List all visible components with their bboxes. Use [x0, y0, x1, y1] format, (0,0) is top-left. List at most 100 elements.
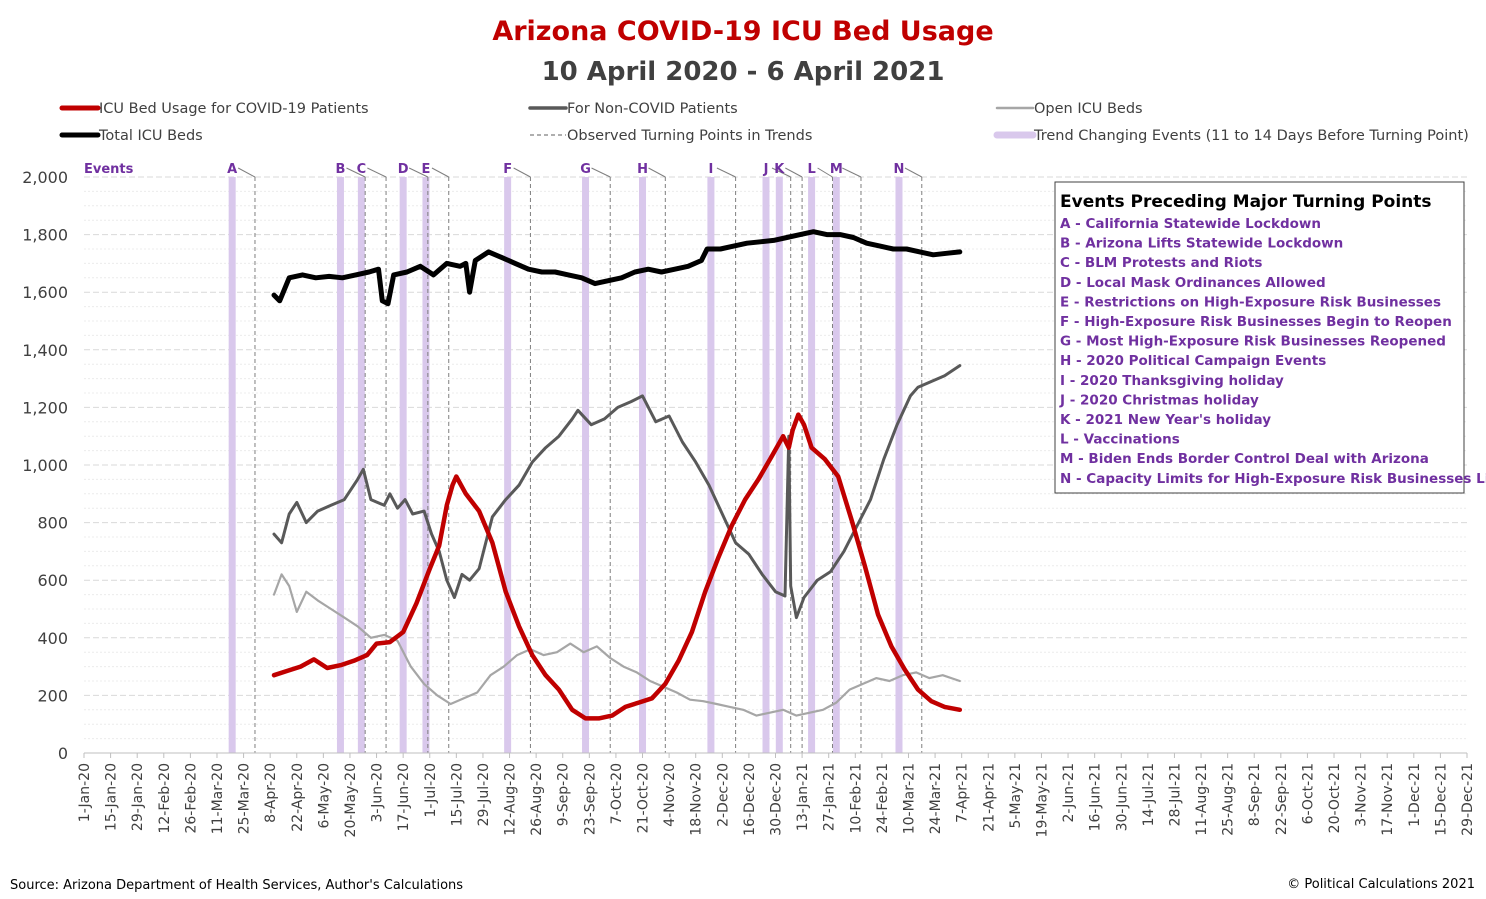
x-tick-label: 11-Aug-21	[1194, 763, 1210, 836]
event-connector	[842, 167, 862, 178]
event-connector	[513, 167, 531, 178]
series-line-0	[271, 412, 963, 721]
source-note: Source: Arizona Department of Health Ser…	[10, 878, 463, 893]
x-tick-label: 12-Aug-20	[503, 763, 519, 836]
event-letter: M	[830, 162, 843, 177]
events-key-item: D - Local Mask Ordinances Allowed	[1060, 275, 1326, 291]
event-connector	[408, 167, 429, 178]
event-band	[422, 177, 430, 753]
y-tick-label: 1,800	[22, 226, 68, 245]
x-tick-labels: 1-Jan-20 15-Jan-20 29-Jan-20 12-Feb-20 26-Fe…	[77, 763, 1476, 837]
events-key-item: C - BLM Protests and Riots	[1060, 255, 1262, 271]
x-tick-label: 20-May-20	[343, 763, 359, 837]
x-tick-label: 28-Jul-21	[1167, 763, 1183, 826]
event-band	[357, 177, 365, 753]
events-key-item: N - Capacity Limits for High-Exposure Ri…	[1060, 471, 1486, 487]
events-key-item: I - 2020 Thanksgiving holiday	[1060, 373, 1284, 389]
x-tick-label: 12-Feb-20	[157, 763, 173, 834]
x-tick-label: 23-Sep-20	[582, 763, 598, 835]
x-tick-label: 3-Jun-20	[370, 763, 386, 822]
event-connector	[817, 167, 833, 178]
event-band	[504, 177, 512, 753]
x-tick-label: 9-Sep-20	[556, 763, 572, 826]
event-letter: K	[774, 162, 785, 177]
y-tick-label: 600	[37, 571, 68, 590]
event-connector	[367, 167, 387, 178]
series-lines	[271, 229, 963, 721]
event-letter: D	[398, 162, 409, 177]
x-tick-label: 8-Apr-20	[263, 763, 279, 823]
event-bands	[228, 177, 903, 753]
x-tick-label: 7-Apr-21	[955, 763, 971, 823]
series-line-1	[272, 364, 962, 620]
events-key-item: H - 2020 Political Campaign Events	[1060, 353, 1326, 369]
axes	[83, 752, 1468, 758]
y-tick-label: 800	[37, 514, 68, 533]
series-line-3	[271, 229, 963, 307]
x-tick-label: 16-Jun-21	[1088, 763, 1104, 831]
event-letter: G	[580, 162, 591, 177]
event-connector	[904, 167, 923, 178]
legend-label-0: ICU Bed Usage for COVID-19 Patients	[99, 101, 369, 117]
x-tick-label: 4-Nov-20	[662, 763, 678, 827]
chart-title: Arizona COVID-19 ICU Bed Usage	[492, 16, 993, 47]
event-connector	[591, 167, 611, 178]
event-connector	[346, 167, 366, 178]
copyright-note: © Political Calculations 2021	[1287, 877, 1475, 892]
x-tick-label: 22-Sep-21	[1274, 763, 1290, 835]
y-tick-label: 1,200	[22, 398, 68, 417]
x-tick-label: 25-Aug-21	[1221, 763, 1237, 836]
turning-point-lines	[237, 167, 923, 753]
series-line-2	[272, 573, 961, 717]
event-letter: A	[227, 162, 237, 177]
y-tick-label: 2,000	[22, 168, 68, 187]
event-connector	[771, 167, 791, 178]
y-tick-label: 0	[58, 744, 68, 763]
x-tick-label: 11-Mar-20	[210, 763, 226, 834]
x-tick-label: 22-Apr-20	[290, 763, 306, 832]
x-tick-label: 21-Oct-20	[636, 763, 652, 833]
x-tick-label: 19-May-21	[1035, 763, 1051, 837]
x-tick-label: 15-Jul-20	[449, 763, 465, 826]
x-tick-label: 24-Feb-21	[875, 763, 891, 834]
events-key-item: B - Arizona Lifts Statewide Lockdown	[1060, 236, 1343, 252]
events-key-item: K - 2021 New Year's holiday	[1060, 412, 1271, 428]
x-tick-label: 1-Jan-20	[77, 763, 93, 822]
x-tick-label: 30-Dec-20	[769, 763, 785, 836]
x-tick-label: 7-Oct-20	[609, 763, 625, 824]
x-tick-label: 24-Mar-21	[928, 763, 944, 834]
x-tick-label: 8-Sep-21	[1247, 763, 1263, 826]
x-tick-label: 6-May-20	[316, 763, 332, 829]
x-tick-label: 15-Jan-20	[104, 763, 120, 831]
events-key-item: G - Most High-Exposure Risk Businesses R…	[1060, 334, 1446, 350]
events-label: Events	[84, 162, 134, 177]
y-tick-label: 1,000	[22, 456, 68, 475]
event-band	[707, 177, 715, 753]
event-letter: E	[422, 162, 431, 177]
chart-subtitle: 10 April 2020 - 6 April 2021	[542, 57, 945, 87]
legend-label-1: For Non-COVID Patients	[567, 101, 738, 117]
event-letters: A B C D E F G H I J K L M N Events	[84, 162, 904, 177]
x-tick-label: 2-Jun-21	[1061, 763, 1077, 822]
x-tick-label: 29-Jul-20	[476, 763, 492, 826]
x-tick-label: 16-Dec-20	[742, 763, 758, 836]
legend: ICU Bed Usage for COVID-19 Patients For N…	[59, 101, 1469, 144]
event-band	[832, 177, 840, 753]
events-key-item: L - Vaccinations	[1060, 432, 1180, 448]
x-tick-label: 26-Aug-20	[529, 763, 545, 836]
x-tick-label: 10-Feb-21	[848, 763, 864, 834]
event-band	[639, 177, 647, 753]
event-band	[895, 177, 903, 753]
y-tick-label: 1,600	[22, 283, 68, 302]
x-tick-label: 18-Nov-20	[689, 763, 705, 836]
x-tick-label: 1-Dec-21	[1407, 763, 1423, 827]
y-tick-label: 200	[37, 686, 68, 705]
events-key-item: A - California Statewide Lockdown	[1060, 216, 1321, 232]
event-letter: N	[894, 162, 905, 177]
x-tick-label: 21-Apr-21	[981, 763, 997, 832]
event-connector	[785, 167, 803, 178]
x-tick-label: 30-Jun-21	[1114, 763, 1130, 831]
events-key-item: M - Biden Ends Border Control Deal with …	[1060, 451, 1429, 467]
event-band	[336, 177, 344, 753]
